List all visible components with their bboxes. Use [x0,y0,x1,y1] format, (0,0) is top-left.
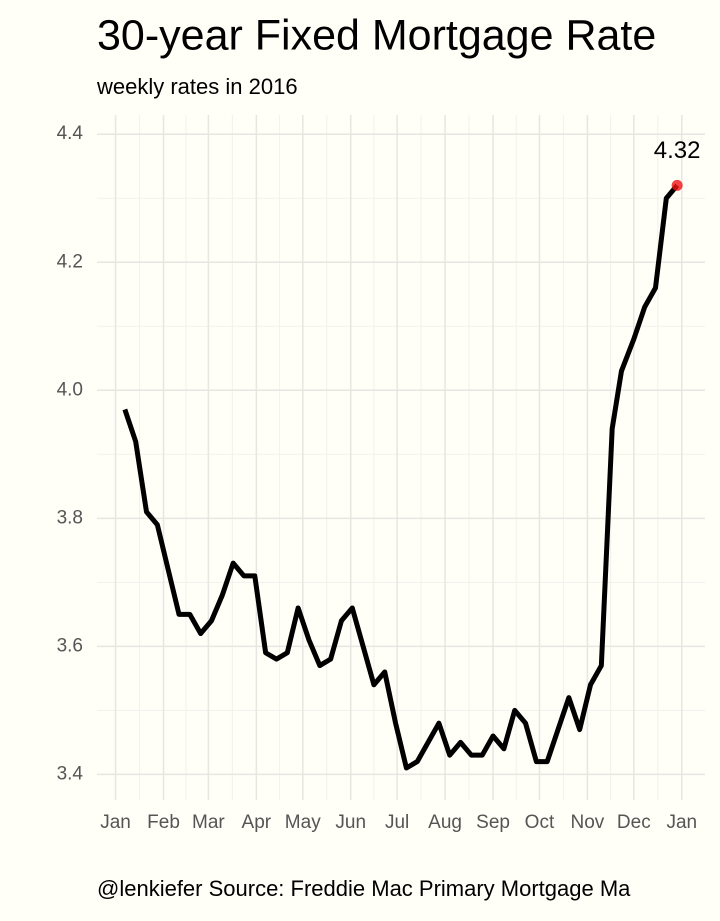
x-tick-label: Sep [476,812,510,833]
x-tick-label: Jan [666,812,697,833]
y-tick-label: 3.4 [57,763,84,784]
chart-title: 30-year Fixed Mortgage Rate [97,11,656,59]
y-tick-label: 3.8 [57,507,83,528]
x-tick-label: May [285,812,321,833]
value-label: 4.32 [654,137,701,164]
x-tick-label: Apr [242,812,272,833]
x-tick-label: Feb [147,812,180,833]
x-tick-label: Dec [617,812,651,833]
chart-subtitle: weekly rates in 2016 [96,74,298,99]
x-tick-label: Mar [192,812,225,833]
x-tick-label: Jul [385,812,409,833]
caption: @lenkiefer Source: Freddie Mac Primary M… [97,876,631,901]
x-tick-label: Aug [428,812,462,833]
x-tick-label: Nov [571,812,605,833]
y-tick-label: 3.6 [57,635,83,656]
x-tick-label: Oct [525,812,555,833]
y-tick-label: 4.0 [57,379,83,400]
line [122,183,680,771]
y-tick-label: 4.2 [57,251,83,272]
x-tick-label: Jun [335,812,366,833]
highlight-point [671,179,683,191]
y-tick-label: 4.4 [57,123,84,144]
x-tick-label: Jan [100,812,131,833]
